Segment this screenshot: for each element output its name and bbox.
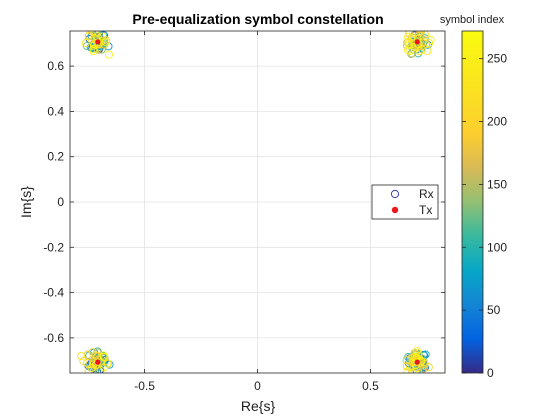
rx-point xyxy=(99,352,108,361)
rx-point xyxy=(79,356,88,365)
rx-point xyxy=(410,353,419,362)
legend-rx-marker xyxy=(390,189,400,199)
rx-point xyxy=(89,46,98,56)
colorbar-tick-label: 250 xyxy=(487,52,507,66)
rx-point xyxy=(420,31,430,39)
x-axis-label: Re{s} xyxy=(241,398,276,414)
x-tick-label: -0.5 xyxy=(134,379,155,393)
rx-point xyxy=(402,356,411,365)
tx-point xyxy=(95,359,101,365)
rx-point xyxy=(402,362,411,371)
colorbar-tick-label: 50 xyxy=(487,303,501,317)
y-tick-label: -0.2 xyxy=(43,240,64,254)
rx-point xyxy=(85,31,94,40)
x-axis-ticks: -0.5 0 0.5 xyxy=(134,31,379,393)
y-tick-label: 0 xyxy=(57,195,64,209)
rx-point xyxy=(403,367,412,373)
legend-box xyxy=(371,184,439,220)
tx-points xyxy=(95,39,420,365)
rx-point xyxy=(77,351,86,360)
rx-point xyxy=(404,32,413,41)
tx-point xyxy=(414,359,420,365)
tx-point xyxy=(95,39,101,45)
x-tick-label: 0 xyxy=(254,379,261,393)
legend-rx-label: Rx xyxy=(419,187,434,201)
chart-title: Pre-equalization symbol constellation xyxy=(132,11,383,27)
legend: Rx Tx xyxy=(371,184,439,220)
rx-point xyxy=(93,19,100,26)
tx-point xyxy=(414,39,420,45)
rx-point xyxy=(87,363,96,373)
y-tick-label: 0.2 xyxy=(47,150,64,164)
colorbar-tick-label: 100 xyxy=(487,240,507,254)
rx-point xyxy=(91,351,100,360)
colorbar-tick-label: 150 xyxy=(487,177,507,191)
rx-point xyxy=(84,366,93,373)
colorbar-ticks: 0 50 100 150 200 250 xyxy=(462,52,507,380)
rx-point xyxy=(403,38,412,47)
y-tick-label: 0.6 xyxy=(47,59,64,73)
rx-point xyxy=(98,32,107,41)
rx-point xyxy=(81,39,90,48)
y-tick-label: -0.4 xyxy=(43,286,64,300)
y-tick-label: 0.4 xyxy=(47,104,64,118)
colorbar-label: symbol index xyxy=(440,14,505,26)
colorbar xyxy=(461,30,484,374)
rx-point xyxy=(104,359,113,368)
rx-point xyxy=(89,41,99,50)
y-axis-label: Im{s} xyxy=(18,186,34,218)
rx-point xyxy=(406,46,415,55)
rx-point xyxy=(404,37,413,46)
legend-tx-label: Tx xyxy=(419,203,432,217)
rx-point xyxy=(424,363,433,372)
legend-tx-marker xyxy=(391,206,399,214)
rx-point xyxy=(83,350,92,359)
rx-point xyxy=(96,366,105,373)
x-tick-label: 0.5 xyxy=(362,379,379,393)
rx-point xyxy=(405,40,414,49)
rx-point xyxy=(105,360,114,369)
y-axis-ticks: -0.6 -0.4 -0.2 0 0.2 0.4 0.6 xyxy=(43,59,445,345)
rx-point xyxy=(425,39,434,48)
colorbar-tick-label: 0 xyxy=(487,366,494,380)
colorbar-tick-label: 200 xyxy=(487,115,507,129)
y-tick-label: -0.6 xyxy=(43,331,64,345)
rx-point xyxy=(104,50,114,59)
rx-point xyxy=(412,347,421,356)
